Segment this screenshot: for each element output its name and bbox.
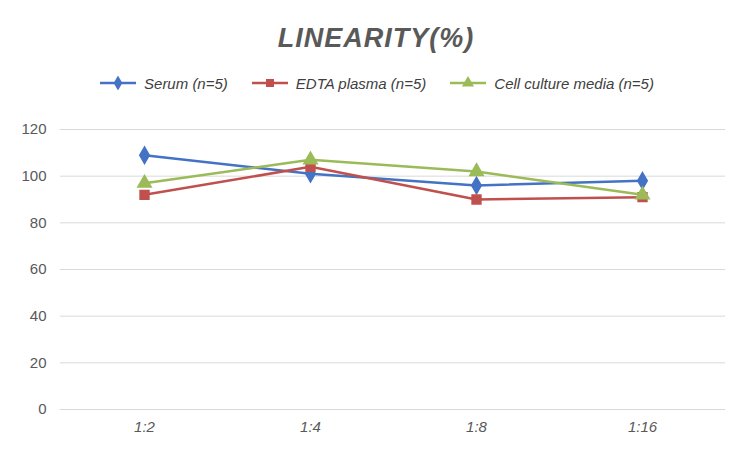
- html-text:LINEARITY(%): LINEARITY(%): [277, 23, 475, 53]
- svg-text:1:2: 1:2: [134, 418, 156, 435]
- svg-text:1:4: 1:4: [300, 418, 321, 435]
- svg-text:40: 40: [30, 307, 47, 324]
- html-text:Cell culture media (n=5): Cell culture media (n=5): [494, 74, 654, 92]
- svg-text:60: 60: [30, 260, 47, 277]
- svg-text:100: 100: [21, 167, 46, 184]
- html-text:Serum (n=5): Serum (n=5): [144, 74, 228, 92]
- svg-text:120: 120: [21, 120, 46, 137]
- svg-text:1:16: 1:16: [628, 418, 658, 435]
- svg-text:80: 80: [30, 214, 47, 231]
- svg-text:1:8: 1:8: [466, 418, 488, 435]
- html-text:EDTA plasma (n=5): EDTA plasma (n=5): [295, 74, 427, 92]
- svg-text:20: 20: [30, 354, 47, 371]
- svg-text:0: 0: [38, 400, 46, 417]
